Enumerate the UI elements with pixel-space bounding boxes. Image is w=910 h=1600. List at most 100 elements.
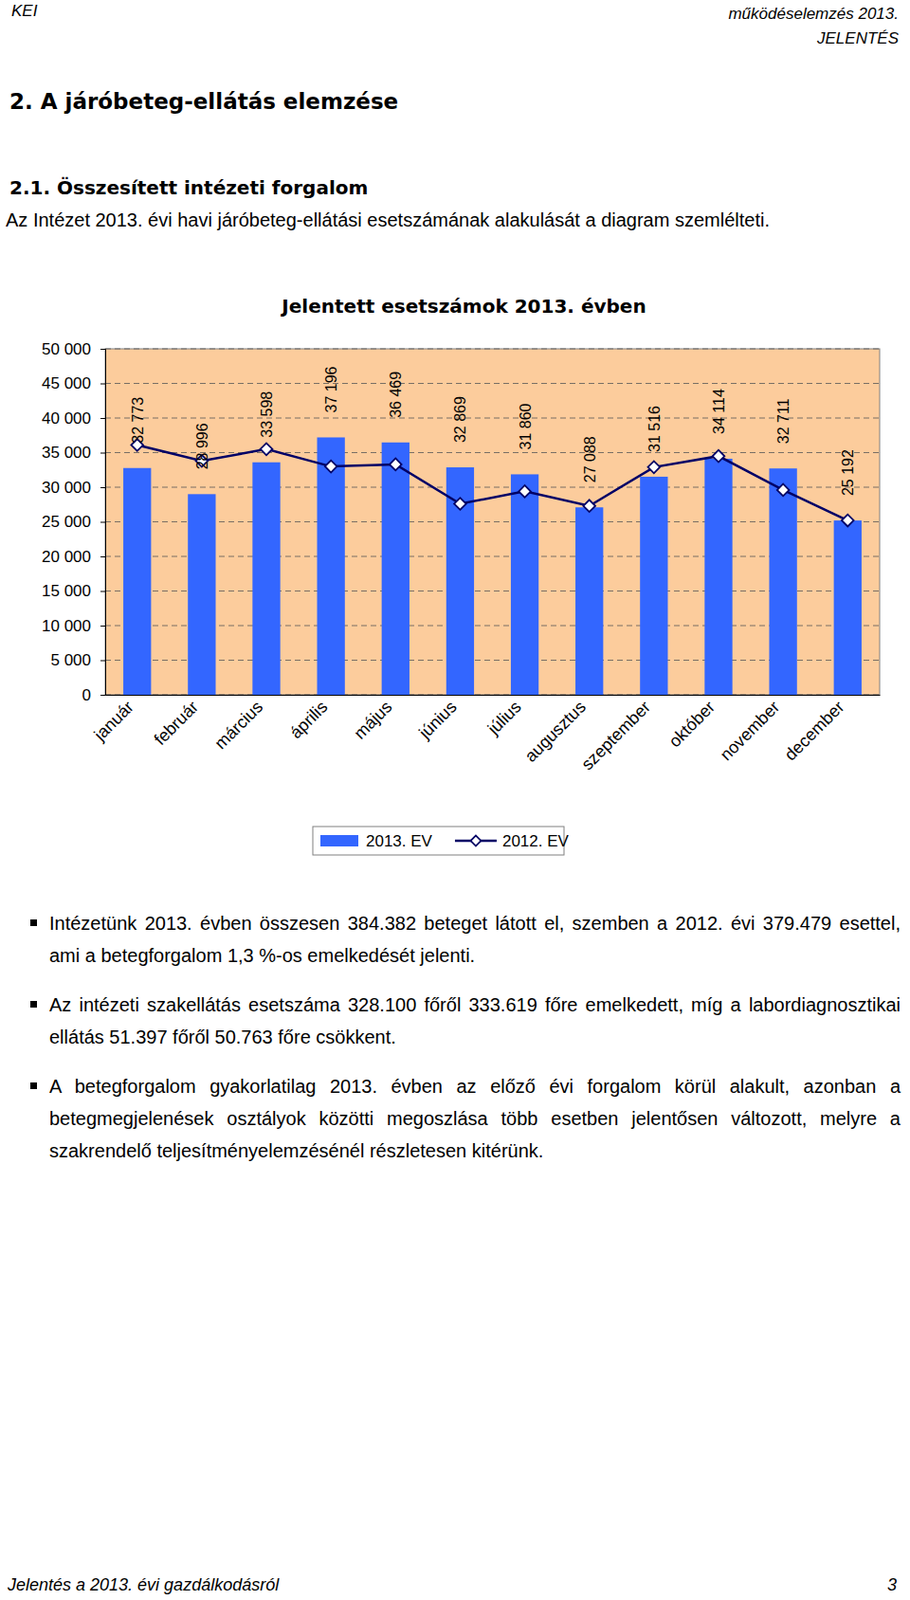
grid-line (105, 348, 880, 350)
footer-left: Jelentés a 2013. évi gazdálkodásról (7, 1575, 279, 1596)
y-tick-mark (100, 591, 106, 593)
y-tick-label: 15 000 (41, 582, 91, 601)
grid (105, 348, 880, 695)
x-tick: június (415, 694, 461, 744)
bullet-item: A betegforgalom gyakorlatilag 2013. évbe… (0, 1070, 901, 1167)
y-tick: 10 000 (41, 617, 106, 636)
y-tick-label: 25 000 (41, 512, 91, 531)
x-tick-label: július (483, 697, 526, 740)
x-axis-line (106, 694, 881, 696)
heading: 2. A járóbeteg-ellátás elemzése (9, 89, 399, 114)
y-tick: 0 (82, 686, 106, 705)
y-tick: 15 000 (41, 582, 106, 601)
y-tick-mark (100, 694, 106, 696)
x-tick-label: január (90, 697, 138, 746)
data-label: 34 114 (710, 388, 728, 435)
y-tick: 30 000 (41, 478, 106, 497)
bar (252, 462, 280, 695)
marker (712, 450, 726, 463)
grid-line (105, 452, 880, 454)
bar (123, 468, 151, 695)
x-tick: február (150, 694, 202, 749)
y-tick: 25 000 (41, 512, 106, 531)
legend-swatch (320, 835, 359, 847)
grid-line (105, 556, 880, 558)
legend-marker (470, 836, 481, 847)
bullet-marker (30, 919, 37, 927)
bullet-item: Az intézeti szakellátás esetszáma 328.10… (0, 988, 901, 1054)
bar (575, 507, 603, 695)
x-tick: október (665, 694, 720, 751)
chart: Jelentett esetszámok 2013. évben 0 5 000 10… (0, 284, 910, 873)
bar (834, 520, 862, 695)
legend-label: 2013. EV (365, 832, 434, 851)
data-label: 32 869 (452, 396, 469, 443)
x-tick: május (349, 694, 396, 744)
x-tick-label: november (716, 697, 784, 765)
data-labels: 32 77328 99633 59837 19636 46932 86931 8… (129, 365, 857, 496)
y-tick-label: 30 000 (41, 478, 91, 497)
grid-line (105, 694, 880, 696)
grid-line (105, 659, 880, 661)
bar (704, 458, 732, 695)
y-tick: 20 000 (41, 547, 106, 566)
grid-line (105, 382, 880, 384)
y-tick: 35 000 (41, 443, 106, 462)
y-tick: 5 000 (50, 651, 106, 670)
header-line: JELENTÉS (728, 26, 899, 52)
bar (510, 473, 539, 695)
bullet-text: Intézetünk 2013. évben összesen 384.382 … (49, 912, 901, 966)
plot-area (105, 348, 880, 695)
marker (841, 514, 855, 528)
x-tick-label: május (349, 697, 396, 744)
marker (325, 460, 338, 474)
line (137, 444, 849, 521)
data-label: 31 860 (517, 402, 534, 450)
y-tick-mark (100, 348, 106, 350)
x-tick-label: március (210, 697, 267, 754)
chart-title: Jelentett esetszámok 2013. évben (279, 294, 646, 318)
x-tick-label: június (415, 697, 461, 744)
x-tick: november (716, 694, 784, 765)
x-tick: december (781, 694, 849, 765)
y-tick-label: 20 000 (41, 547, 91, 566)
y-tick-mark (100, 625, 106, 627)
grid-line (105, 418, 880, 419)
header-line: működéselemzés 2013. (728, 1, 899, 27)
bullet-text: Az intézeti szakellátás esetszáma 328.10… (49, 994, 901, 1048)
grid-line (105, 521, 880, 523)
y-tick: 50 000 (41, 340, 106, 359)
data-label: 36 469 (387, 371, 404, 419)
y-tick: 45 000 (41, 374, 106, 393)
page-number: 3 (887, 1575, 897, 1596)
x-tick-label: december (781, 697, 849, 765)
data-label: 33 598 (258, 391, 275, 438)
y-tick-mark (100, 522, 106, 524)
y-axis-line (100, 349, 107, 696)
data-label: 37 196 (323, 365, 340, 413)
y-tick-label: 50 000 (41, 340, 91, 359)
grid-line (105, 625, 880, 627)
y-axis: 0 5 000 10 000 15 000 20 000 25 000 30 000 35 0… (41, 340, 107, 705)
x-tick: szeptember (577, 694, 655, 774)
bullet-list: Intézetünk 2013. évben összesen 384.382 … (0, 907, 901, 1184)
marker (389, 458, 402, 472)
x-tick: április (286, 694, 331, 743)
bullet-text: A betegforgalom gyakorlatilag 2013. évbe… (49, 1075, 901, 1162)
intro: Az Intézet 2013. évi havi járóbeteg-ellá… (5, 209, 770, 232)
bar (316, 436, 345, 695)
y-tick-label: 35 000 (41, 443, 91, 462)
marker (648, 461, 661, 474)
x-tick: augusztus (521, 694, 590, 766)
x-tick: március (210, 694, 267, 753)
subheading: 2.1. Összesített intézeti forgalom (9, 176, 368, 200)
x-tick-label: augusztus (521, 697, 590, 766)
grid-line (105, 487, 880, 489)
y-tick-mark (100, 383, 106, 385)
marker (260, 443, 273, 456)
marker (454, 497, 467, 510)
y-tick-mark (100, 487, 106, 489)
marks (123, 436, 862, 695)
y-tick-mark (100, 453, 106, 455)
bullet-marker (30, 1001, 37, 1008)
